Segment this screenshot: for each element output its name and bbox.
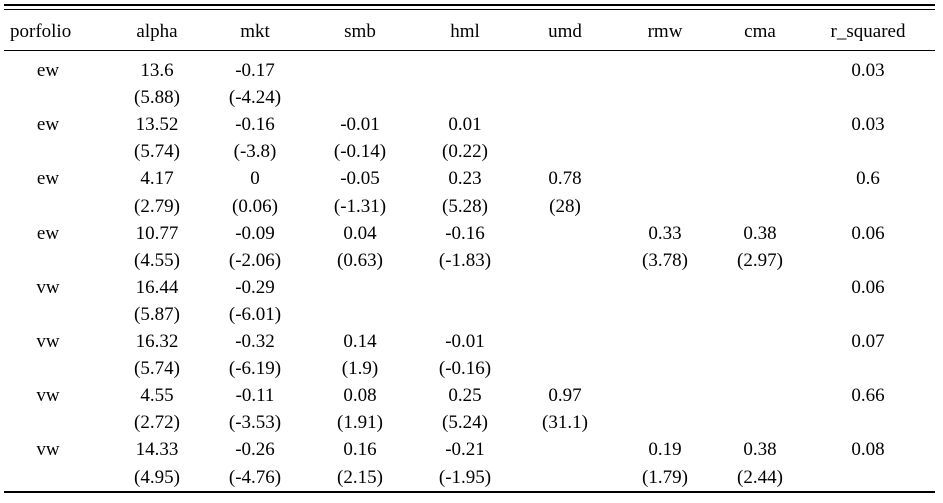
table-cell: (5.74)	[134, 141, 180, 163]
table-cell: (1.9)	[341, 358, 379, 380]
table-cell: 0.38	[743, 222, 777, 244]
table-cell: 0.07	[851, 331, 885, 352]
table-cell: (-1.83)	[438, 249, 492, 271]
table-cell: 13.52	[135, 114, 179, 136]
table-cell: 4.17	[140, 168, 174, 190]
table-cell: (-0.16)	[438, 358, 492, 380]
table-cell: -0.11	[235, 385, 275, 407]
table-cell: 0.66	[851, 385, 885, 407]
row-label: vw	[36, 385, 60, 407]
table-cell: (5.24)	[442, 412, 488, 434]
table-cell: 0.16	[343, 439, 377, 461]
row-label: ew	[36, 114, 60, 136]
table-cell: -0.29	[235, 276, 275, 298]
table-cell: 16.32	[135, 331, 179, 352]
table-cell: (-1.95)	[438, 466, 492, 488]
header-rule	[4, 50, 935, 51]
table-cell: 14.33	[135, 439, 179, 461]
column-header: umd	[548, 21, 582, 42]
table-cell: (1.91)	[337, 412, 383, 434]
table-cell: (-2.06)	[228, 249, 282, 271]
table-cell: -0.21	[445, 439, 485, 461]
table-cell: -0.17	[235, 60, 275, 81]
table-cell: -0.16	[235, 114, 275, 136]
table-cell: 0.97	[548, 385, 582, 407]
column-header: smb	[344, 21, 376, 42]
table-cell: (-0.14)	[333, 141, 387, 163]
table-cell: (0.63)	[337, 249, 383, 271]
bottom-rule	[4, 491, 935, 493]
table-cell: 0.06	[851, 222, 885, 244]
row-label: vw	[36, 276, 60, 298]
table-cell: (1.79)	[642, 466, 688, 488]
column-header: hml	[450, 21, 480, 42]
column-header: r_squared	[830, 21, 906, 42]
column-header: rmw	[647, 21, 683, 42]
table-cell: (5.87)	[134, 303, 180, 325]
row-label: ew	[36, 222, 60, 244]
table-cell: 0.33	[648, 222, 682, 244]
table-cell: -0.09	[235, 222, 275, 244]
table-cell: (2.72)	[134, 412, 180, 434]
top-rule	[4, 9, 935, 10]
row-label: ew	[36, 168, 60, 190]
table-cell: (0.22)	[442, 141, 488, 163]
table-cell: 0.23	[448, 168, 482, 190]
table-cell: -0.32	[235, 331, 275, 352]
table-cell: 0.06	[851, 276, 885, 298]
table-cell: 4.55	[140, 385, 174, 407]
table-cell: 0.14	[343, 331, 377, 352]
table-cell: (-6.01)	[228, 303, 282, 325]
column-header: porfolio	[10, 21, 72, 42]
table-cell: (-3.53)	[228, 412, 282, 434]
table-cell: (4.55)	[134, 249, 180, 271]
table-cell: 0.08	[343, 385, 377, 407]
table-cell: 16.44	[135, 276, 179, 298]
column-header: alpha	[136, 21, 178, 42]
table-cell: -0.01	[445, 331, 485, 352]
table-cell: (5.88)	[134, 87, 180, 109]
table-cell: (31.1)	[542, 412, 588, 434]
table-cell: 10.77	[135, 222, 179, 244]
table-cell: 0.6	[856, 168, 880, 190]
table-cell: 0.38	[743, 439, 777, 461]
table-cell: 0.04	[343, 222, 377, 244]
table-cell: (2.79)	[134, 195, 180, 217]
column-header: mkt	[240, 21, 270, 42]
table-cell: (2.15)	[337, 466, 383, 488]
table-cell: (5.28)	[442, 195, 488, 217]
table-cell: 0.03	[851, 60, 885, 81]
column-header: cma	[744, 21, 776, 42]
table-cell: (-4.76)	[228, 466, 282, 488]
table-cell: 13.6	[140, 60, 174, 81]
table-cell: 0.78	[548, 168, 582, 190]
table-cell: -0.16	[445, 222, 485, 244]
table-cell: -0.26	[235, 439, 275, 461]
table-cell: 0.25	[448, 385, 482, 407]
table-cell: (-6.19)	[228, 358, 282, 380]
table-cell: (3.78)	[642, 249, 688, 271]
table-cell: (5.74)	[134, 358, 180, 380]
table-cell: (2.44)	[737, 466, 783, 488]
table-cell: -0.05	[340, 168, 380, 190]
row-label: ew	[36, 60, 60, 81]
row-label: vw	[36, 331, 60, 352]
row-label: vw	[36, 439, 60, 461]
table-cell: (4.95)	[134, 466, 180, 488]
table-cell: 0.03	[851, 114, 885, 136]
table-cell: 0	[250, 168, 260, 190]
table-cell: (-4.24)	[228, 87, 282, 109]
table-cell: 0.19	[648, 439, 682, 461]
table-cell: (28)	[549, 195, 581, 217]
top-rule	[4, 4, 935, 6]
table-cell: 0.01	[448, 114, 482, 136]
table-cell: 0.08	[851, 439, 885, 461]
table-cell: (-1.31)	[333, 195, 387, 217]
table-cell: (-3.8)	[233, 141, 277, 163]
table-cell: (2.97)	[737, 249, 783, 271]
table-cell: -0.01	[340, 114, 380, 136]
table-cell: (0.06)	[232, 195, 278, 217]
